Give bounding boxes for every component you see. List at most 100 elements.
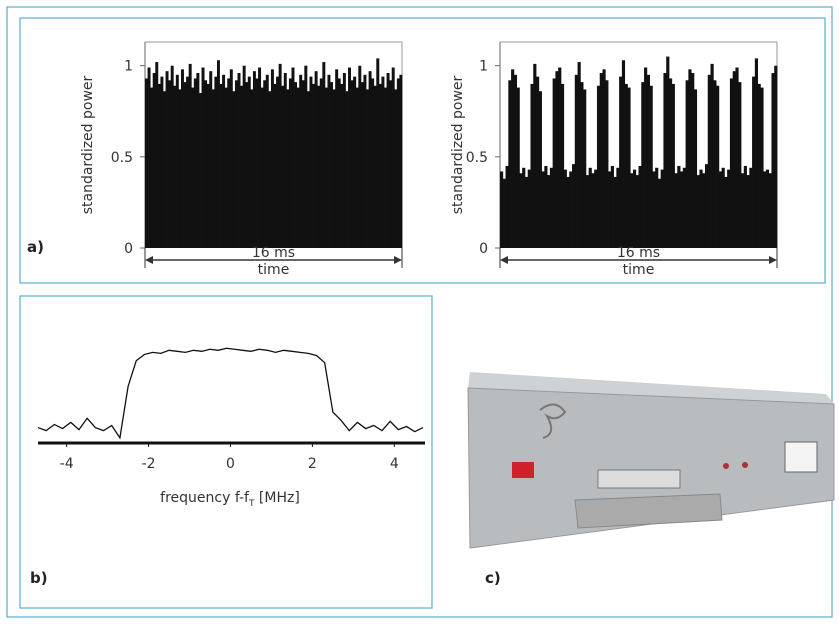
bar — [353, 76, 357, 248]
panel-label: b) — [30, 569, 48, 587]
bar — [729, 78, 734, 248]
bar — [384, 87, 387, 248]
meter — [784, 441, 818, 473]
bar — [696, 175, 700, 248]
bar — [376, 58, 380, 249]
bar — [774, 65, 778, 248]
arrow-head — [769, 256, 777, 264]
bar — [577, 62, 581, 248]
bar — [591, 173, 595, 248]
bar — [583, 89, 587, 249]
x-tick-label: -2 — [142, 456, 156, 472]
bar — [544, 165, 548, 248]
bar — [268, 91, 272, 248]
bar — [566, 176, 570, 248]
bar — [332, 89, 336, 249]
bar — [288, 78, 292, 248]
bar — [191, 87, 195, 248]
bar — [309, 76, 313, 248]
bar — [538, 91, 542, 248]
bar — [680, 171, 684, 248]
bar — [735, 67, 739, 248]
bar — [330, 82, 334, 248]
bar — [363, 74, 367, 249]
bar — [763, 171, 767, 248]
bar — [619, 76, 623, 248]
bar — [396, 78, 400, 248]
bar — [549, 167, 554, 248]
bar — [563, 169, 567, 248]
bar — [533, 63, 537, 249]
bar — [677, 165, 681, 248]
bar — [193, 78, 197, 248]
bar — [286, 89, 290, 249]
bar — [632, 169, 637, 248]
bar — [222, 74, 226, 249]
bar — [263, 80, 267, 248]
bar — [524, 176, 529, 248]
bar — [511, 69, 515, 249]
bar — [188, 63, 192, 249]
bar — [180, 69, 184, 249]
bar — [513, 74, 518, 249]
bar — [585, 175, 590, 248]
y-axis-label: standardized power — [450, 75, 466, 214]
bar — [713, 80, 717, 248]
bar — [258, 67, 262, 248]
bar — [655, 167, 659, 248]
bar — [355, 87, 359, 248]
x-axis-label: time — [258, 262, 290, 278]
bar — [555, 71, 559, 248]
bar — [663, 72, 667, 248]
bar — [260, 87, 264, 248]
bar — [757, 83, 761, 249]
red-button — [512, 462, 534, 478]
bar — [682, 167, 686, 248]
bar — [657, 178, 662, 248]
bar — [201, 67, 205, 248]
bar — [301, 80, 305, 248]
bar — [621, 60, 626, 248]
bar — [150, 87, 154, 248]
bar — [754, 58, 759, 249]
bar — [704, 164, 709, 248]
bar — [206, 83, 210, 249]
bar — [702, 173, 706, 248]
bar — [699, 169, 703, 248]
bar — [294, 82, 298, 248]
device-drawer — [574, 493, 723, 529]
bar — [147, 67, 151, 248]
bar — [283, 72, 287, 248]
led — [723, 463, 729, 469]
bar — [162, 91, 166, 248]
bar — [145, 78, 148, 248]
bar — [312, 83, 316, 249]
bar — [580, 82, 584, 248]
bar — [605, 80, 609, 248]
bar — [569, 171, 573, 248]
bar — [178, 89, 182, 249]
bar — [204, 80, 208, 248]
bar — [227, 78, 231, 248]
bar — [522, 167, 526, 248]
bar — [304, 65, 308, 248]
bar — [381, 76, 385, 248]
bar — [752, 76, 756, 248]
bar — [707, 74, 711, 249]
outer-frame — [6, 6, 833, 618]
bar — [366, 89, 369, 249]
bar — [616, 167, 620, 248]
bar — [500, 171, 504, 248]
bar — [732, 71, 736, 248]
bar — [229, 69, 233, 249]
span-label: 16 ms — [252, 245, 295, 261]
arrow-head — [394, 256, 402, 264]
bar — [768, 173, 772, 248]
bar — [240, 85, 244, 248]
x-tick-label: -4 — [60, 456, 74, 472]
device-front — [467, 387, 835, 549]
bar — [743, 165, 747, 248]
bar — [252, 71, 256, 248]
bar — [247, 76, 251, 248]
bar — [644, 67, 648, 248]
